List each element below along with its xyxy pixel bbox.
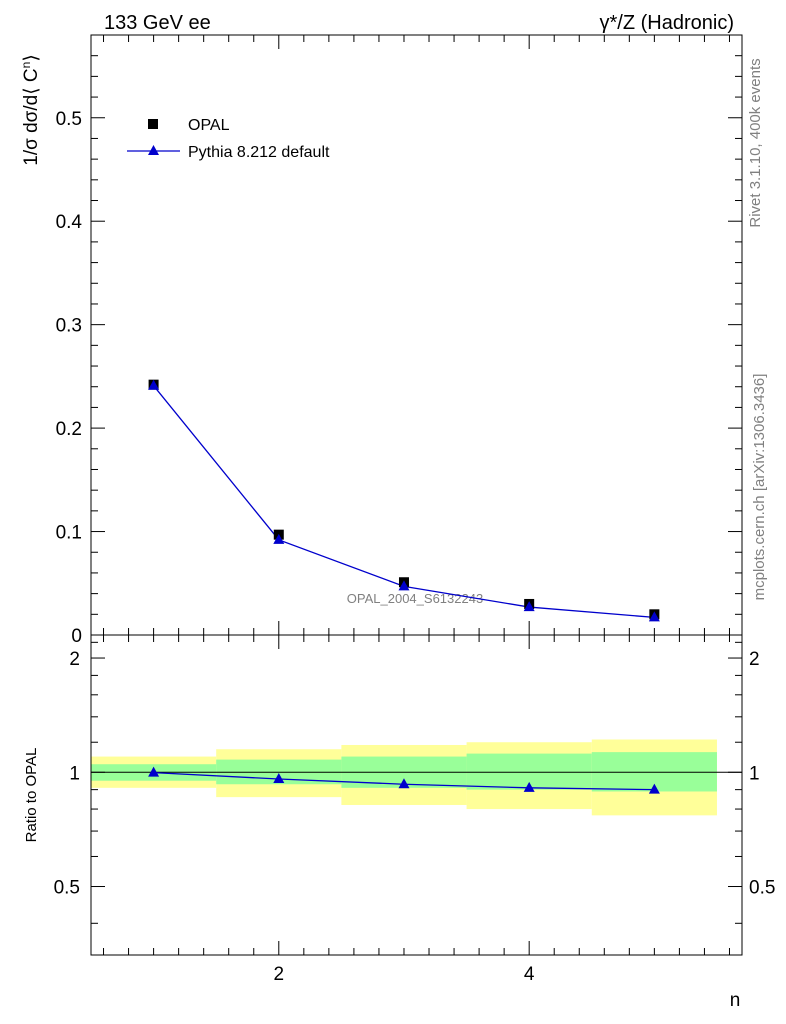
y-tick-label: 0.2 [56, 419, 82, 440]
ratio-y-tick-label-right: 1 [749, 763, 760, 784]
legend-label-pythia: Pythia 8.212 default [188, 144, 330, 161]
x-axis-label: n [730, 990, 741, 1011]
main-y-axis-label: 1/σ dσ/d⟨ Cn⟩ [19, 54, 42, 166]
ratio-frame [90, 634, 743, 956]
ratio-y-ticks: 0.5 0.5 1 1 2 2 [54, 641, 775, 924]
pythia-data-point [273, 533, 285, 544]
watermark: OPAL_2004_S6132243 [347, 591, 483, 606]
ratio-pythia-point [523, 781, 535, 792]
ratio-y-tick-label-right: 0.5 [749, 878, 775, 899]
ratio-y-tick-label-left: 0.5 [54, 878, 80, 899]
ratio-data [148, 766, 660, 794]
ratio-pythia-point [648, 783, 660, 794]
plot-title-right: γ*/Z (Hadronic) [600, 12, 734, 34]
y-tick-label: 0.3 [56, 316, 82, 337]
rivet-label: Rivet 3.1.10, 400k events [747, 58, 764, 227]
legend-label-opal: OPAL [188, 117, 230, 134]
x-tick-label: 2 [273, 964, 284, 985]
y-tick-label: 0.5 [56, 109, 82, 130]
ratio-y-axis-label: Ratio to OPAL [23, 748, 40, 843]
y-tick-label: 0.4 [56, 212, 83, 233]
main-data [148, 379, 660, 622]
pythia-data-point [148, 379, 160, 390]
pythia-data-point [398, 580, 410, 591]
legend-marker-pythia [148, 145, 159, 155]
main-y-ticks: 0 0.1 0.2 0.3 0.4 0.5 [56, 34, 742, 647]
y-tick-label: 0.1 [56, 523, 82, 544]
ratio-pythia-point [398, 778, 410, 789]
ratio-pythia-point [273, 773, 285, 784]
main-x-ticks [103, 35, 730, 635]
ratio-pythia-point [148, 766, 160, 777]
legend-marker-opal [148, 119, 158, 129]
plot-title-left: 133 GeV ee [104, 12, 211, 34]
x-tick-label: 4 [524, 964, 535, 985]
ratio-bands [91, 739, 717, 816]
ratio-y-tick-label-left: 2 [69, 649, 80, 670]
ratio-y-tick-label-left: 1 [69, 763, 80, 784]
main-panel: OPAL_2004_S6132243 0 0.1 0.2 0.3 0.4 0.5 1/σ … [19, 34, 743, 647]
pythia-data-point [523, 601, 535, 612]
legend: OPAL Pythia 8.212 default [127, 117, 330, 161]
ratio-y-tick-label-right: 2 [749, 649, 760, 670]
y-tick-label: 0 [71, 626, 82, 647]
pythia-data-point [648, 611, 660, 622]
mcplots-label: mcplots.cern.ch [arXiv:1306.3436] [751, 374, 768, 601]
